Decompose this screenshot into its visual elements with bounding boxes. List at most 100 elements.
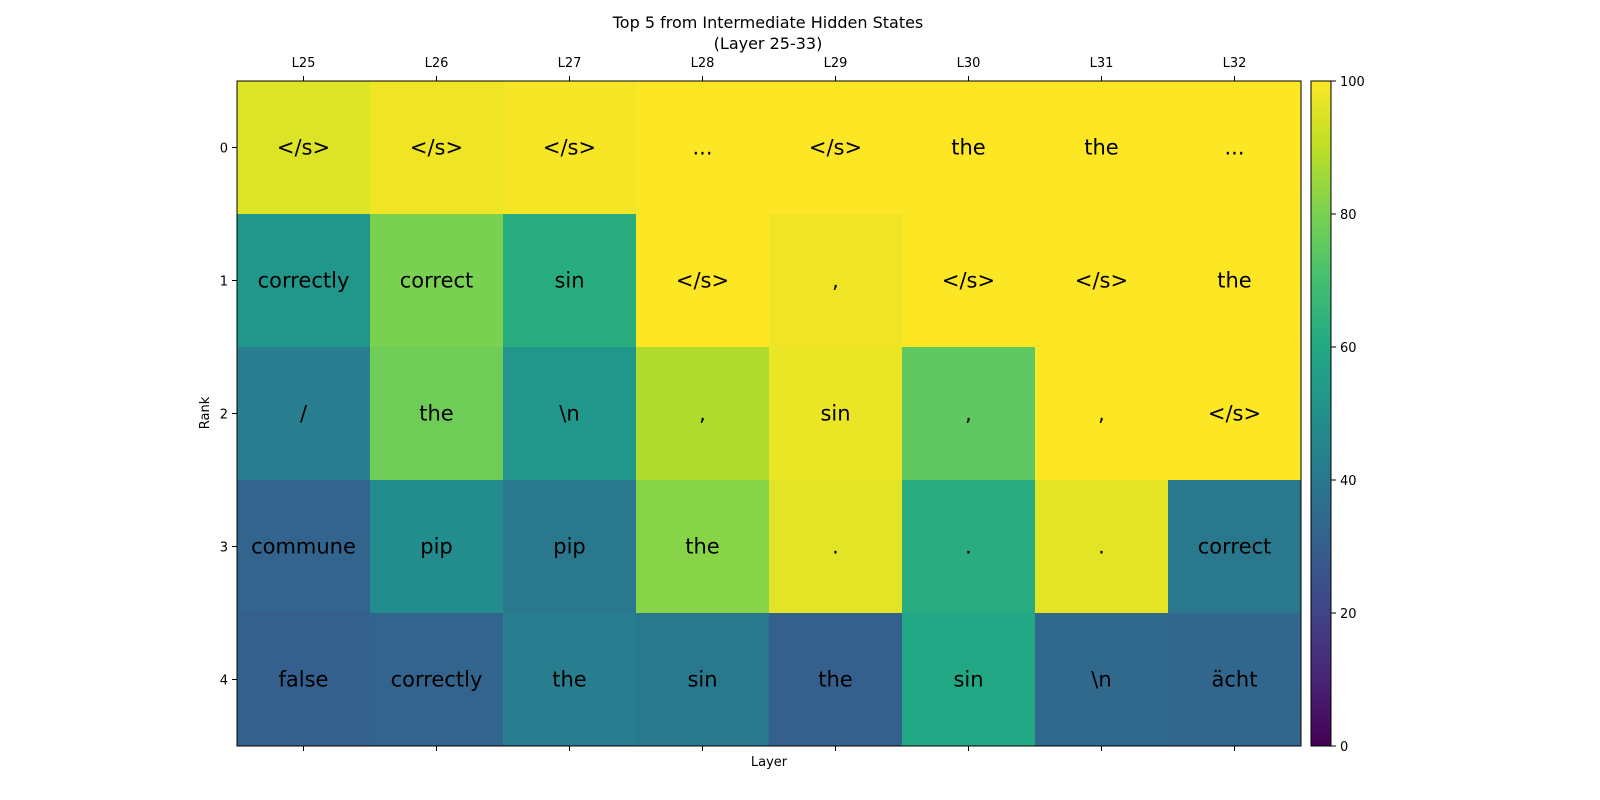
colorbar [1310, 80, 1332, 747]
heatmap-cells [237, 81, 1302, 747]
heatmap-cell [237, 613, 371, 747]
cell-token: the [1084, 136, 1118, 160]
heatmap-cell [1168, 347, 1302, 481]
heatmap-cell [503, 480, 637, 614]
heatmap-cell [370, 613, 504, 747]
y-axis-label: Rank [198, 396, 213, 429]
colorbar-tick-label: 0 [1340, 740, 1348, 755]
x-tick-label: L32 [1223, 56, 1247, 71]
cell-token: </s> [1075, 269, 1128, 293]
cell-token: </s> [809, 136, 862, 160]
heatmap-cell [370, 347, 504, 481]
y-tick-label: 1 [220, 275, 228, 290]
heatmap-cell [1035, 480, 1169, 614]
heatmap-cell [769, 214, 903, 348]
heatmap-cell [503, 613, 637, 747]
x-tick-label: L30 [957, 56, 981, 71]
heatmap-cell [1168, 480, 1302, 614]
cell-token: pip [553, 535, 586, 559]
cell-token: , [1098, 402, 1105, 426]
cell-token: \n [559, 402, 579, 426]
x-tick-label: L28 [691, 56, 715, 71]
x-tick-label: L27 [558, 56, 582, 71]
cell-token: \n [1091, 668, 1111, 692]
heatmap-cell [370, 480, 504, 614]
heatmap-cell [503, 214, 637, 348]
cell-token: </s> [1208, 402, 1261, 426]
cell-token: pip [420, 535, 453, 559]
cell-token: ... [692, 136, 712, 160]
x-tick-label: L25 [292, 56, 316, 71]
heatmap-cell [902, 214, 1036, 348]
x-tick-label: L29 [824, 56, 848, 71]
heatmap-cell [1035, 214, 1169, 348]
heatmap-cell [902, 613, 1036, 747]
colorbar-tick-label: 40 [1340, 474, 1357, 489]
cell-token: </s> [942, 269, 995, 293]
cell-token: sin [820, 402, 850, 426]
x-axis-label: Layer [751, 755, 788, 770]
heatmap-cell [902, 480, 1036, 614]
heatmap-cell [237, 214, 371, 348]
cell-token: </s> [410, 136, 463, 160]
cell-token: . [965, 535, 972, 559]
x-tick-label: L26 [425, 56, 449, 71]
heatmap-cell [636, 347, 770, 481]
cell-token: </s> [543, 136, 596, 160]
chart-subtitle: (Layer 25-33) [714, 34, 823, 53]
heatmap-cell [636, 214, 770, 348]
cell-token: the [685, 535, 719, 559]
heatmap-cell [370, 214, 504, 348]
y-tick-label: 2 [220, 408, 228, 423]
heatmap-cell [902, 347, 1036, 481]
heatmap-cell [1035, 347, 1169, 481]
x-ticks: L25 L26 L27 L28 L29 L30 L31 L32 [292, 56, 1247, 751]
cell-token: , [832, 269, 839, 293]
cell-token: the [951, 136, 985, 160]
heatmap-cell [237, 480, 371, 614]
cell-token: , [699, 402, 706, 426]
cell-token: correct [400, 269, 474, 293]
chart-title: Top 5 from Intermediate Hidden States [612, 13, 924, 32]
cell-token: false [279, 668, 329, 692]
y-tick-label: 0 [220, 142, 228, 157]
cell-labels: </s> </s> </s>... </s> the the ... correctly cor… [251, 136, 1271, 692]
heatmap-cell [1168, 81, 1302, 215]
cell-token: , [965, 402, 972, 426]
cell-token: correct [1198, 535, 1272, 559]
cell-token: . [1098, 535, 1105, 559]
heatmap-cell [503, 347, 637, 481]
cell-token: the [419, 402, 453, 426]
heatmap-cell [237, 347, 371, 481]
colorbar-tick-label: 80 [1340, 208, 1357, 223]
heatmap-cell [636, 480, 770, 614]
colorbar-tick-label: 20 [1340, 607, 1357, 622]
y-ticks: 0 1 2 3 4 [220, 142, 237, 689]
heatmap-cell [769, 613, 903, 747]
heatmap-cell [1168, 613, 1302, 747]
cell-token: </s> [676, 269, 729, 293]
heatmap-cell [370, 81, 504, 215]
cell-token: the [1217, 269, 1251, 293]
heatmap-cell [237, 81, 371, 215]
y-tick-label: 3 [220, 541, 228, 556]
heatmap-cell [769, 347, 903, 481]
cell-token: sin [554, 269, 584, 293]
cell-token: correctly [258, 269, 350, 293]
heatmap-cell [1035, 81, 1169, 215]
y-tick-label: 4 [220, 674, 228, 689]
cell-token: commune [251, 535, 356, 559]
colorbar-ticks: 0 20 40 60 80 100 [1331, 75, 1365, 755]
heatmap-cell [636, 613, 770, 747]
heatmap-cell [769, 81, 903, 215]
heatmap-cell [503, 81, 637, 215]
cell-token: the [552, 668, 586, 692]
heatmap-cell [1035, 613, 1169, 747]
colorbar-tick-label: 100 [1340, 75, 1365, 90]
cell-token: </s> [277, 136, 330, 160]
heatmap-cell [636, 81, 770, 215]
cell-token: sin [687, 668, 717, 692]
cell-token: ... [1224, 136, 1244, 160]
cell-token: ächt [1212, 668, 1258, 692]
